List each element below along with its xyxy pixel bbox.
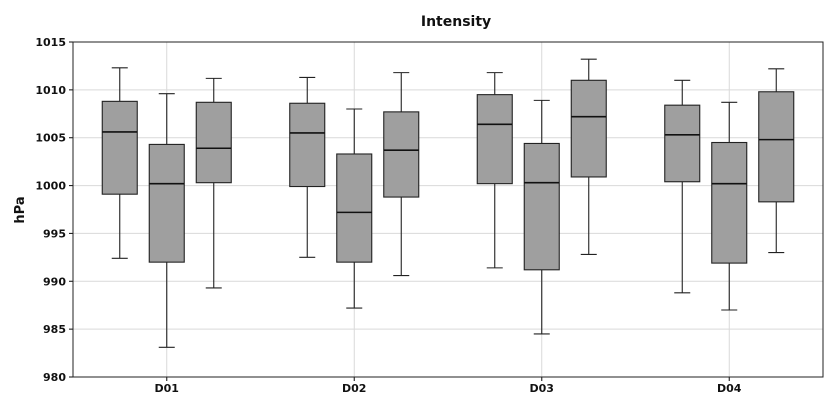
box-plot-item <box>758 68 795 254</box>
box-plot-item <box>570 58 607 256</box>
box-plot-item <box>336 108 373 309</box>
y-tick-label: 985 <box>43 323 66 336</box>
iqr-box <box>664 104 701 183</box>
box-plot-item <box>476 72 513 269</box>
box-plot-item <box>664 79 701 294</box>
iqr-box <box>383 111 420 198</box>
box-layer <box>101 58 795 348</box>
iqr-box <box>570 79 607 178</box>
iqr-box <box>523 142 560 271</box>
iqr-box <box>148 143 185 263</box>
box-plot-item <box>711 101 748 311</box>
y-tick-label: 1000 <box>35 180 66 193</box>
iqr-box <box>336 153 373 263</box>
x-tick-label: D03 <box>530 382 554 395</box>
box-plot-item <box>195 77 232 289</box>
box-plot-item <box>383 72 420 277</box>
y-tick-label: 990 <box>43 275 66 288</box>
y-tick-label: 1015 <box>35 36 66 49</box>
box-plot-item <box>148 93 185 348</box>
box-plot-item <box>101 67 138 259</box>
y-tick-label: 980 <box>43 371 66 384</box>
iqr-box <box>758 91 795 203</box>
box-plot-item <box>523 99 560 335</box>
y-axis-label: hPa <box>13 196 28 223</box>
iqr-box <box>289 102 326 188</box>
chart-title: Intensity <box>421 14 491 30</box>
plot-frame <box>72 41 824 378</box>
y-tick-label: 1010 <box>35 84 66 97</box>
iqr-box <box>711 141 748 264</box>
box-plot-item <box>289 76 326 258</box>
x-tick-label: D02 <box>342 382 366 395</box>
y-tick-label: 1005 <box>35 132 66 145</box>
y-tick-label: 995 <box>43 227 66 240</box>
axis-layer: 980 985 990 995 1000 1005 1010 1015 D01 D02 D03 D04 <box>35 36 741 395</box>
x-tick-label: D04 <box>717 382 742 395</box>
grid-layer <box>73 42 823 377</box>
iqr-box <box>476 94 513 185</box>
iqr-box <box>195 101 232 184</box>
iqr-box <box>101 100 138 195</box>
x-tick-label: D01 <box>155 382 179 395</box>
